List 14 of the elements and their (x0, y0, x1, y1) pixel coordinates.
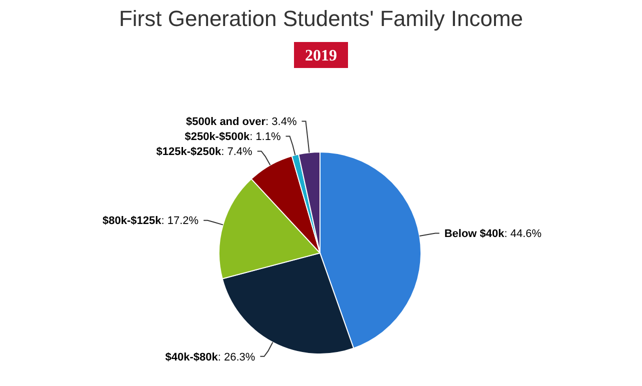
slice-label: Below $40k (444, 228, 506, 240)
data-label: : 7.4% (221, 146, 253, 158)
slice-label: $40k-$80k (165, 351, 219, 364)
data-label: : 44.6% (504, 228, 542, 240)
slice-label: $80k-$125k (102, 215, 162, 228)
data-label: : 1.1% (250, 131, 281, 144)
slice-label: $250k-$500k (184, 131, 250, 144)
data-label: : 3.4% (266, 116, 297, 128)
chart-title: First Generation Students' Family Income (118, 6, 524, 31)
chart-subtitle: 2019 (305, 48, 337, 65)
slice-label: $125k-$250k (156, 146, 222, 158)
data-label: : 26.3% (218, 351, 256, 364)
slice-label: $500k and over (186, 116, 266, 128)
data-label: : 17.2% (161, 215, 199, 228)
